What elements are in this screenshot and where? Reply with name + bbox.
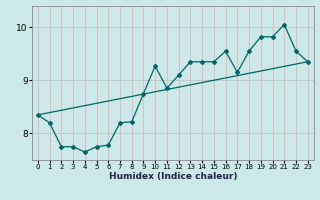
X-axis label: Humidex (Indice chaleur): Humidex (Indice chaleur) <box>108 172 237 181</box>
